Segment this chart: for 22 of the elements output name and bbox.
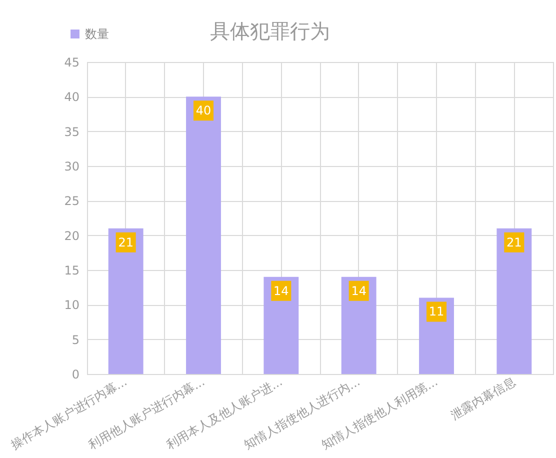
y-tick-label: 25 [64,194,80,208]
bar [186,96,221,374]
y-tick-label: 5 [72,332,80,347]
x-tick-label: 泄露内幕信息 [448,374,518,423]
bar [108,228,144,374]
y-tick-label: 45 [64,56,80,70]
y-tick-label: 20 [64,228,80,243]
chart-title: 具体犯罪行为 [210,19,330,43]
data-label: 21 [118,235,134,250]
data-label: 14 [351,284,366,298]
y-tick-label: 0 [72,368,80,382]
bar [496,228,532,374]
y-tick-label: 10 [64,298,80,312]
y-tick-label: 30 [64,160,80,174]
legend-label: 数量 [85,27,109,41]
y-tick-label: 15 [64,264,80,278]
data-label: 21 [506,235,522,250]
y-tick-label: 40 [64,90,80,104]
data-label: 14 [274,284,289,298]
data-label: 40 [196,104,212,118]
y-tick-label: 35 [64,124,80,139]
data-label: 11 [428,304,444,319]
